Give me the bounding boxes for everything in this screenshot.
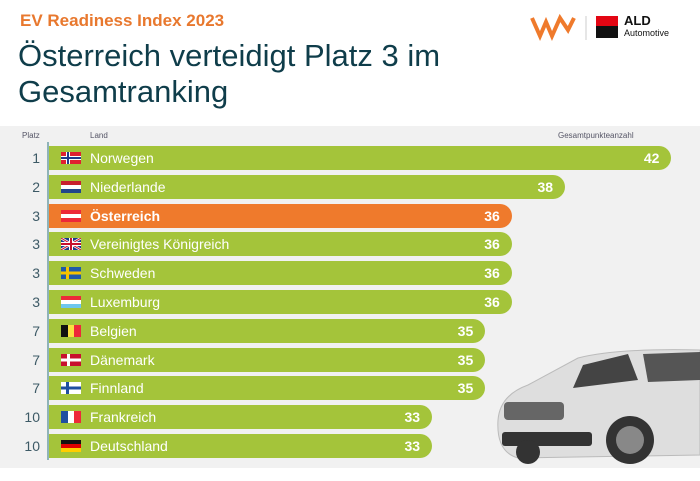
value-label: 35 xyxy=(457,351,474,368)
partner-logo-icon xyxy=(530,13,618,41)
value-label: 33 xyxy=(404,409,421,426)
flag-fr-icon xyxy=(61,411,81,424)
page-title: Österreich verteidigt Platz 3 im Gesamtr… xyxy=(18,38,441,109)
flag-se-icon xyxy=(61,267,81,280)
ald-logo-text: ALD xyxy=(624,13,651,28)
country-label: Norwegen xyxy=(90,150,154,166)
header-value: Gesamtpunkteanzahl xyxy=(558,131,634,140)
bar-row: 10 Frankreich 33 xyxy=(0,405,700,430)
country-label: Frankreich xyxy=(90,409,157,426)
value-label: 36 xyxy=(484,236,500,253)
bar-row: 1 Norwegen 42 xyxy=(0,146,700,170)
value-label: 36 xyxy=(484,265,500,282)
country-label: Belgien xyxy=(90,322,137,339)
bar: Belgien 35 xyxy=(49,318,486,343)
flag-at-icon xyxy=(61,209,81,222)
bar-row: 3 Schweden 36 xyxy=(0,261,700,286)
rank-label: 3 xyxy=(32,294,40,310)
flag-gb-icon xyxy=(61,238,81,251)
rank-label: 7 xyxy=(32,322,40,339)
rank-label: 3 xyxy=(32,207,40,224)
bar-row: 7 Belgien 35 xyxy=(0,318,700,343)
header-rank: Platz xyxy=(22,131,40,140)
flag-dk-icon xyxy=(61,353,81,366)
flag-no-icon xyxy=(61,152,81,164)
country-label: Luxemburg xyxy=(90,294,161,310)
country-label: Österreich xyxy=(90,207,161,224)
value-label: 35 xyxy=(457,380,474,397)
flag-fi-icon xyxy=(61,382,81,395)
rank-label: 2 xyxy=(32,178,40,195)
bar: Luxemburg 36 xyxy=(49,290,512,314)
rank-label: 3 xyxy=(32,236,40,253)
value-label: 35 xyxy=(457,322,474,339)
rank-label: 1 xyxy=(32,150,40,166)
bar-row: 10 Deutschland 33 xyxy=(0,434,700,458)
rank-label: 3 xyxy=(32,265,40,282)
value-label: 36 xyxy=(484,207,500,224)
country-label: Dänemark xyxy=(90,351,155,368)
bar-row: 2 Niederlande 38 xyxy=(0,174,700,199)
flag-be-icon xyxy=(61,324,81,337)
country-label: Niederlande xyxy=(90,178,166,195)
country-label: Deutschland xyxy=(90,438,168,454)
logos: ALD Automotive xyxy=(530,12,690,42)
bar: Vereinigtes Königreich 36 xyxy=(49,232,512,257)
flag-lu-icon xyxy=(61,296,81,308)
flag-de-icon xyxy=(61,440,81,452)
country-label: Vereinigtes Königreich xyxy=(90,236,230,253)
bar: Finnland 35 xyxy=(49,376,486,401)
bar: Niederlande 38 xyxy=(49,174,566,199)
car-image xyxy=(497,349,700,464)
value-label: 33 xyxy=(404,438,421,454)
flag-nl-icon xyxy=(61,180,81,193)
rank-label: 10 xyxy=(24,438,40,454)
value-label: 42 xyxy=(643,150,660,166)
bar: Norwegen 42 xyxy=(49,146,672,170)
bar-row: 3 Luxemburg 36 xyxy=(0,290,700,314)
axis-line xyxy=(47,142,49,460)
country-label: Finnland xyxy=(90,380,144,397)
bar-row: 7 Dänemark 35 xyxy=(0,347,700,372)
bar: Österreich 36 xyxy=(49,203,512,228)
subtitle: EV Readiness Index 2023 xyxy=(20,11,225,30)
bar-row: 3 Vereinigtes Königreich 36 xyxy=(0,232,700,257)
rank-label: 7 xyxy=(32,351,40,368)
bar: Frankreich 33 xyxy=(49,405,433,430)
value-label: 36 xyxy=(484,294,500,310)
rank-label: 10 xyxy=(24,409,40,426)
header-country: Land xyxy=(90,131,108,140)
bar: Dänemark 35 xyxy=(49,347,486,372)
rank-label: 7 xyxy=(32,380,40,397)
country-label: Schweden xyxy=(90,265,156,282)
value-label: 38 xyxy=(537,178,554,195)
bar: Schweden 36 xyxy=(49,261,512,286)
ald-logo-subtext: Automotive xyxy=(624,28,670,38)
bar-row: 7 Finnland 35 xyxy=(0,376,700,401)
bar: Deutschland 33 xyxy=(49,434,433,458)
bar-row: 3 Österreich 36 xyxy=(0,203,700,228)
